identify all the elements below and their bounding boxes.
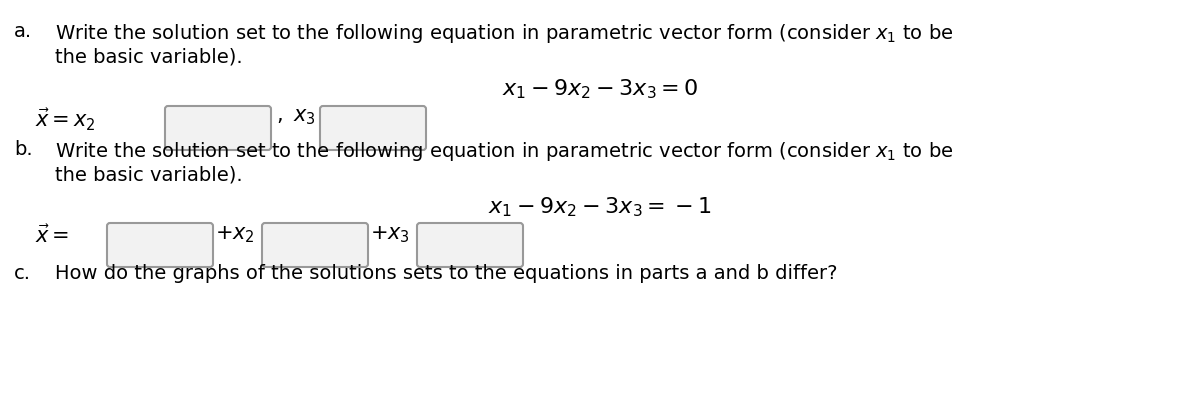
- Text: How do the graphs of the solutions sets to the equations in parts a and b differ: How do the graphs of the solutions sets …: [55, 264, 838, 283]
- Text: the basic variable).: the basic variable).: [55, 47, 242, 66]
- Text: Write the solution set to the following equation in parametric vector form (cons: Write the solution set to the following …: [55, 140, 954, 163]
- Text: b.: b.: [14, 140, 32, 159]
- Text: $\vec{x} =$: $\vec{x} =$: [35, 224, 70, 247]
- Text: $\vec{x} = x_2$: $\vec{x} = x_2$: [35, 107, 96, 133]
- Text: c.: c.: [14, 264, 31, 283]
- FancyBboxPatch shape: [166, 106, 271, 150]
- Text: the basic variable).: the basic variable).: [55, 165, 242, 184]
- Text: $x_1 - 9x_2 - 3x_3 = -1$: $x_1 - 9x_2 - 3x_3 = -1$: [488, 195, 712, 219]
- FancyBboxPatch shape: [107, 223, 214, 267]
- Text: $+x_3$: $+x_3$: [370, 224, 410, 245]
- Text: Write the solution set to the following equation in parametric vector form (cons: Write the solution set to the following …: [55, 22, 954, 45]
- FancyBboxPatch shape: [262, 223, 368, 267]
- FancyBboxPatch shape: [418, 223, 523, 267]
- Text: $+x_2$: $+x_2$: [215, 224, 254, 245]
- Text: a.: a.: [14, 22, 32, 41]
- FancyBboxPatch shape: [320, 106, 426, 150]
- Text: $x_1 - 9x_2 - 3x_3 = 0$: $x_1 - 9x_2 - 3x_3 = 0$: [502, 77, 698, 101]
- Text: $,\ x_3$: $,\ x_3$: [276, 107, 316, 127]
